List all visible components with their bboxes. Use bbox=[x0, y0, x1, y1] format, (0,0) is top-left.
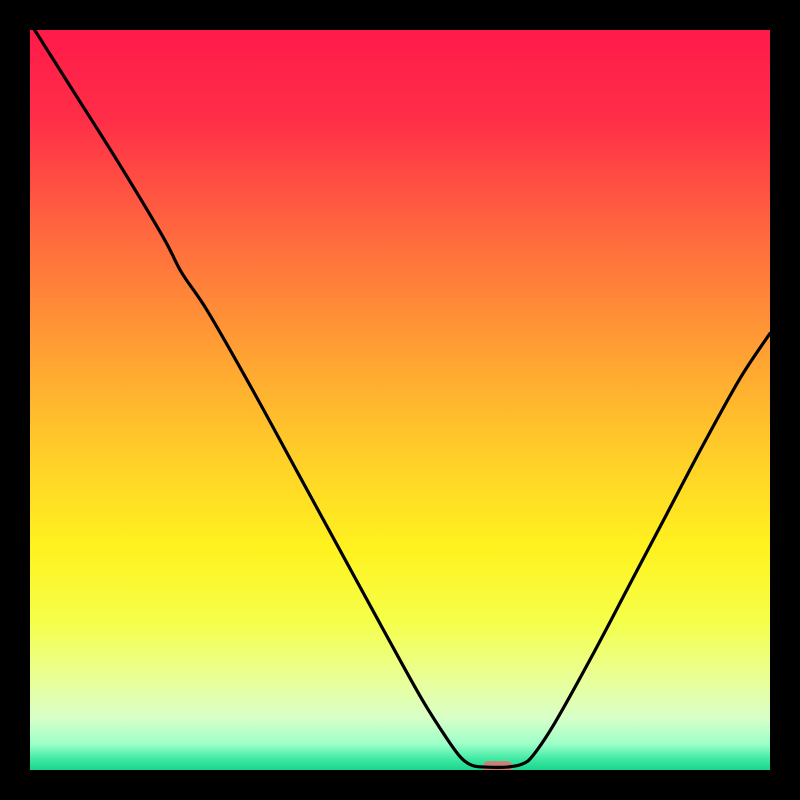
bottleneck-chart: TheBottleneck.com bbox=[0, 0, 800, 800]
chart-svg bbox=[0, 0, 800, 800]
watermark-text: TheBottleneck.com bbox=[596, 6, 788, 32]
